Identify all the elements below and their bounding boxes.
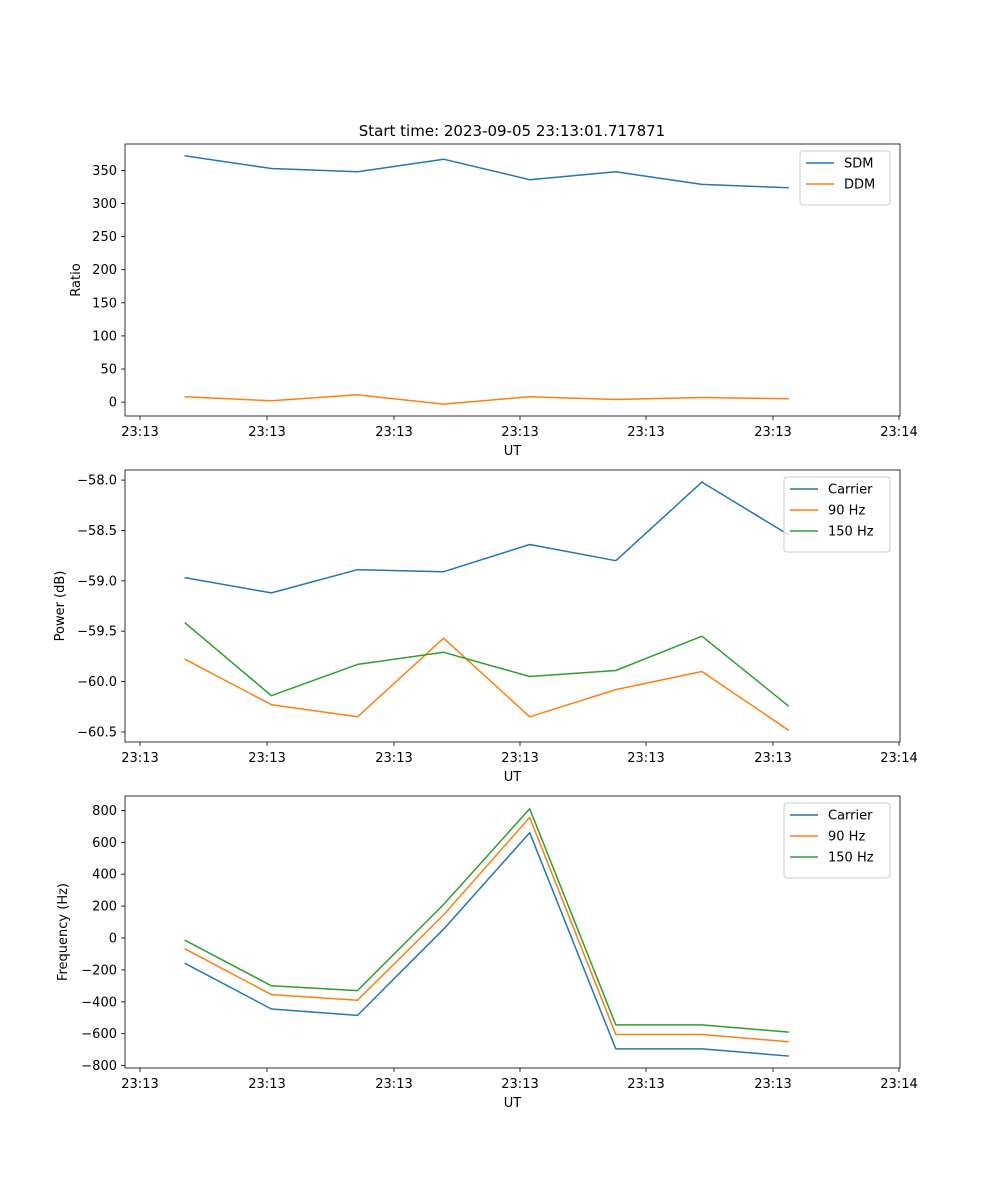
legend-label: Carrier [828, 483, 873, 498]
y-axis-label: Ratio [69, 263, 84, 296]
x-tick-label: 23:14 [880, 751, 917, 766]
y-tick-label: 800 [92, 804, 117, 819]
legend-label: SDM [844, 157, 873, 172]
y-tick-label: 50 [100, 363, 117, 378]
axes-frame [124, 469, 901, 743]
x-tick-label: 23:13 [375, 1077, 412, 1092]
x-tick-label: 23:14 [880, 425, 917, 440]
series-line-90-hz [184, 816, 789, 1043]
x-tick-label: 23:13 [627, 425, 664, 440]
x-tick-label: 23:13 [501, 751, 538, 766]
legend-frame [799, 150, 891, 206]
legend: SDM DDM [799, 150, 891, 206]
series-line-sdm [184, 155, 789, 189]
y-tick-label: 0 [109, 931, 117, 946]
x-tick-label: 23:13 [754, 751, 791, 766]
y-tick-label: 100 [92, 329, 117, 344]
x-tick-label: 23:13 [754, 425, 791, 440]
legend-label: 90 Hz [828, 830, 865, 845]
x-tick-label: 23:13 [627, 1077, 664, 1092]
x-tick-label: 23:13 [121, 751, 158, 766]
series-line-carrier [184, 481, 790, 594]
x-tick-label: 23:13 [248, 425, 285, 440]
y-tick-label: 300 [92, 197, 117, 212]
legend-label: 150 Hz [828, 525, 874, 540]
axes-frame [124, 795, 901, 1069]
legend-label: 150 Hz [828, 851, 874, 866]
subplot-3: 23:13 23:13 23:13 23:13 23:13 23:13 23:14 800 60… [56, 795, 918, 1111]
series-line-90-hz [184, 637, 790, 731]
y-tick-label: −400 [81, 995, 117, 1010]
x-tick-label: 23:13 [375, 425, 412, 440]
x-axis-label: UT [504, 444, 522, 459]
x-tick-label: 23:13 [375, 751, 412, 766]
axes-frame [124, 143, 901, 417]
y-tick-label: −59.5 [77, 625, 117, 640]
legend-label: Carrier [828, 809, 873, 824]
y-tick-label: 0 [109, 396, 117, 411]
x-tick-label: 23:13 [248, 751, 285, 766]
y-tick-label: −200 [81, 963, 117, 978]
chart-title: Start time: 2023-09-05 23:13:01.717871 [359, 122, 665, 140]
y-tick-label: 350 [92, 164, 117, 179]
x-tick-label: 23:14 [880, 1077, 917, 1092]
x-axis-label: UT [504, 770, 522, 785]
series-line-ddm [184, 394, 789, 405]
y-tick-label: −59.0 [77, 574, 117, 589]
legend-frame [783, 802, 891, 879]
legend-label: 90 Hz [828, 504, 865, 519]
y-axis-label: Power (dB) [53, 571, 68, 642]
x-axis-label: UT [504, 1096, 522, 1111]
series-line-150-hz [184, 808, 789, 1033]
y-tick-label: −60.5 [77, 725, 117, 740]
x-tick-label: 23:13 [501, 1077, 538, 1092]
y-tick-label: 400 [92, 868, 117, 883]
subplot-2: 23:13 23:13 23:13 23:13 23:13 23:13 23:14 −58.0… [53, 469, 918, 785]
x-tick-label: 23:13 [248, 1077, 285, 1092]
legend-label: DDM [844, 178, 875, 193]
legend-frame [783, 476, 891, 553]
x-tick-label: 23:13 [121, 425, 158, 440]
y-tick-label: 150 [92, 296, 117, 311]
x-tick-label: 23:13 [501, 425, 538, 440]
x-tick-label: 23:13 [627, 751, 664, 766]
y-tick-label: −60.0 [77, 675, 117, 690]
y-tick-label: 250 [92, 230, 117, 245]
y-tick-label: −58.5 [77, 524, 117, 539]
series-line-carrier [184, 831, 789, 1057]
x-tick-label: 23:13 [121, 1077, 158, 1092]
y-tick-label: −58.0 [77, 474, 117, 489]
legend: Carrier 90 Hz 150 Hz [783, 476, 891, 553]
y-tick-label: 600 [92, 836, 117, 851]
y-tick-label: −800 [81, 1059, 117, 1074]
legend: Carrier 90 Hz 150 Hz [783, 802, 891, 879]
y-axis-label: Frequency (Hz) [56, 883, 71, 981]
subplot-1: 23:13 23:13 23:13 23:13 23:13 23:13 23:14 0 50 10… [69, 143, 918, 459]
y-tick-label: 200 [92, 900, 117, 915]
y-tick-label: −600 [81, 1027, 117, 1042]
x-tick-label: 23:13 [754, 1077, 791, 1092]
series-line-150-hz [184, 622, 790, 707]
y-tick-label: 200 [92, 263, 117, 278]
